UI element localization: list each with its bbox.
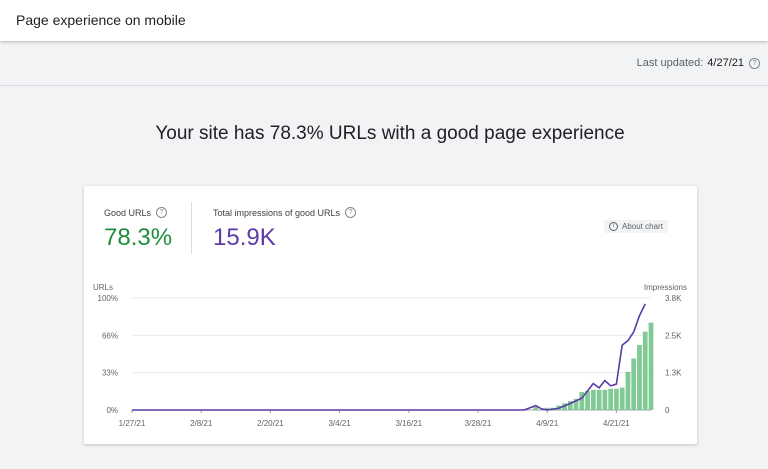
chart-bar [637,345,642,410]
chart-bar [642,331,648,410]
chart-bar [602,389,608,410]
last-updated-label: Last updated: [636,57,704,69]
chart-bar [614,388,619,410]
last-updated: Last updated: 4/27/21 ? [637,57,760,69]
impressions-label-text: Total impressions of good URLs [213,207,341,218]
y-tick-label-left: 66% [102,331,118,340]
chart-bar [619,387,625,410]
y-tick-label-right: 1.3K [665,369,682,378]
chart-bar [544,407,550,410]
impressions-line [132,303,646,411]
good-urls-label-text: Good URLs [104,207,152,218]
x-tick-label: 1/27/21 [119,419,146,428]
left-axis-title: URLs [93,283,113,292]
chart-bar [608,388,613,410]
good-urls-metric-label: Good URLs ? [104,207,168,218]
impressions-metric-label: Total impressions of good URLs ? [213,207,357,218]
chart-bar [596,389,602,410]
chart-bar [648,322,654,410]
info-icon: i [609,222,618,231]
right-axis-title: Impressions [644,283,687,292]
metric-divider [191,202,192,254]
x-tick-label: 2/8/21 [190,419,213,428]
chart-bar [533,406,539,410]
top-bar: Page experience on mobile [0,0,768,41]
x-tick-label: 3/16/21 [395,419,422,428]
x-tick-label: 3/4/21 [328,419,351,428]
x-tick-label: 3/28/21 [465,419,492,428]
chart-bar [590,389,596,410]
help-circle-icon[interactable]: ? [749,57,760,69]
status-bar [0,41,768,86]
y-tick-label-right: 3.8K [665,294,682,303]
y-tick-label-right: 2.5K [665,331,682,340]
chart-bar [573,398,579,410]
x-tick-label: 4/21/21 [603,419,630,428]
chart-bar [625,371,631,410]
y-tick-label-right: 0 [665,406,670,415]
impressions-value: 15.9K [213,224,276,251]
x-tick-label: 4/9/21 [536,419,559,428]
chart-bar [567,401,573,410]
about-chart-label: About chart [622,222,663,231]
good-urls-value: 78.3% [104,224,173,251]
about-chart-button[interactable]: i About chart [604,220,668,233]
chart-bar [579,392,585,410]
page-title: Page experience on mobile [16,12,186,28]
help-circle-icon[interactable]: ? [345,207,357,218]
last-updated-value: 4/27/21 [707,57,744,69]
chart-bar [585,390,590,410]
y-tick-label-left: 33% [102,369,118,378]
performance-chart: URLs Impressions 0% 0 33% 1.3K 66% 2.5K 100% 3.8K… [93,283,687,428]
help-circle-icon[interactable]: ? [156,207,168,218]
x-tick-label: 2/20/21 [257,419,284,428]
chart-card: Good URLs ? 78.3% Total impressions of g… [84,186,697,444]
y-tick-label-left: 0% [106,406,118,415]
chart-bar [631,358,637,410]
y-tick-label-left: 100% [98,294,118,303]
summary-headline: Your site has 78.3% URLs with a good pag… [155,123,625,144]
